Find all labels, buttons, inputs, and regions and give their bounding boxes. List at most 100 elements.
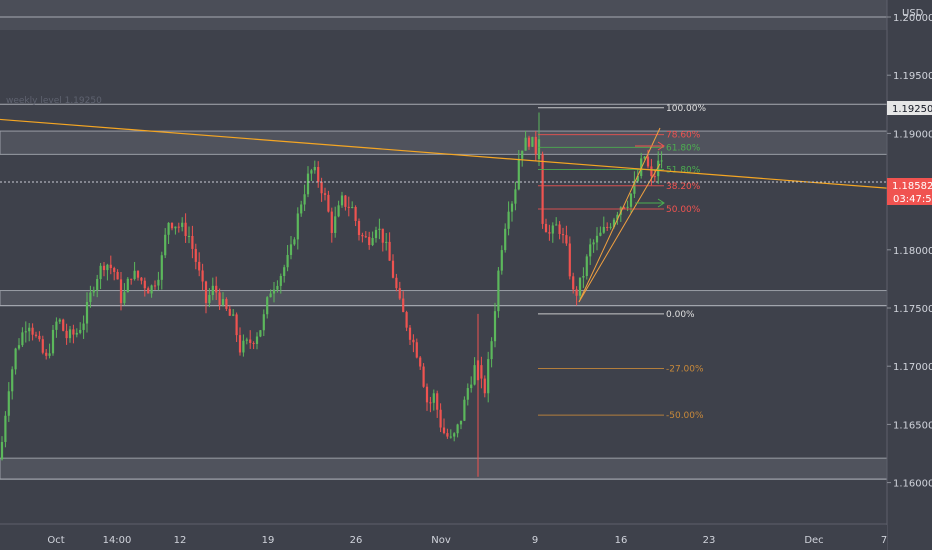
candle-body xyxy=(147,288,150,294)
candle-body xyxy=(432,393,435,403)
candle-body xyxy=(527,137,531,147)
candle-body xyxy=(599,232,602,236)
candle xyxy=(568,236,571,280)
candle xyxy=(453,432,456,442)
candle xyxy=(215,276,218,301)
fib-label-6: 0.00% xyxy=(666,310,695,320)
sr-zone-1[interactable] xyxy=(0,290,888,307)
candle xyxy=(351,201,354,209)
candle-body xyxy=(555,224,558,226)
candle xyxy=(340,191,344,208)
y-axis-panel[interactable] xyxy=(887,0,932,550)
candle-body xyxy=(41,339,44,353)
candle xyxy=(412,334,415,353)
candle xyxy=(592,239,595,253)
candle-body xyxy=(31,327,34,335)
candle xyxy=(354,205,357,227)
candle-body xyxy=(109,264,112,269)
candle-body xyxy=(653,176,656,178)
candle-body xyxy=(497,270,500,312)
candle xyxy=(153,280,157,290)
candle-body xyxy=(232,314,235,316)
candle-body xyxy=(480,365,483,379)
candle-body xyxy=(99,265,102,280)
zone-label: weekly level 1.19250 xyxy=(6,96,102,106)
candle xyxy=(266,296,269,319)
candle-body xyxy=(65,330,68,339)
candle-body xyxy=(262,314,265,331)
candle xyxy=(62,318,65,332)
candle-body xyxy=(252,342,255,344)
candle-body xyxy=(504,228,507,251)
candle xyxy=(385,233,388,251)
channel-lower-line[interactable] xyxy=(578,163,661,303)
candle-body xyxy=(548,232,551,234)
candle xyxy=(531,136,534,148)
candle-body xyxy=(133,270,136,280)
candle-body xyxy=(14,348,17,370)
candle xyxy=(402,291,405,313)
candle-body xyxy=(92,289,95,293)
y-tick-label: 1.19000 xyxy=(893,129,932,140)
candle xyxy=(28,323,31,342)
candle-body xyxy=(116,271,119,280)
candle xyxy=(415,338,418,359)
candle-body xyxy=(592,242,595,245)
candle xyxy=(398,281,401,301)
arrow-head-red-icon xyxy=(657,141,665,151)
fib-label-7: -27.00% xyxy=(666,365,704,375)
top-band xyxy=(0,0,887,30)
candle xyxy=(517,150,520,191)
candle xyxy=(286,245,289,272)
candle xyxy=(633,171,636,199)
candle xyxy=(606,222,609,232)
channel-upper-line[interactable] xyxy=(578,127,661,303)
candle xyxy=(582,267,585,288)
candle xyxy=(116,269,119,280)
zones-layer xyxy=(0,130,888,480)
candle xyxy=(157,271,160,291)
candle xyxy=(572,272,575,294)
candle-body xyxy=(344,195,347,207)
fib-label-2: 61.80% xyxy=(666,143,701,153)
candle-body xyxy=(293,239,296,245)
candle xyxy=(289,235,293,260)
candle xyxy=(463,396,466,422)
candle-body xyxy=(633,181,636,194)
candle xyxy=(106,263,109,281)
candle-body xyxy=(466,388,469,400)
price-tag-current-text: 1.18582 xyxy=(892,181,932,192)
candle xyxy=(514,181,517,211)
candle xyxy=(136,270,140,281)
x-tick-label: 26 xyxy=(350,535,363,546)
candle xyxy=(296,207,299,250)
candle xyxy=(323,187,327,201)
x-tick-label: 14:00 xyxy=(103,535,132,546)
spike-candle-0 xyxy=(476,313,480,477)
candle-body xyxy=(198,261,201,271)
candle-body xyxy=(289,244,293,255)
candle xyxy=(211,277,214,301)
candle-body xyxy=(364,236,367,238)
candle xyxy=(480,356,483,389)
candle xyxy=(334,206,337,238)
candle-body xyxy=(398,288,401,299)
x-axis-panel[interactable] xyxy=(0,525,887,550)
candle xyxy=(555,217,558,226)
sr-zone-2[interactable] xyxy=(0,457,888,480)
sr-zone-0[interactable] xyxy=(0,130,888,155)
candle-body xyxy=(650,166,653,177)
trendline[interactable] xyxy=(0,118,932,193)
candle-body xyxy=(483,378,486,394)
candle xyxy=(310,168,313,182)
candle-body xyxy=(313,166,316,171)
candle-body xyxy=(412,339,415,343)
candle-body xyxy=(561,234,565,236)
candle xyxy=(456,423,459,438)
candle-body xyxy=(11,369,14,392)
candle-body xyxy=(4,415,7,442)
candle xyxy=(378,218,381,240)
candle xyxy=(167,222,170,245)
candle-body xyxy=(357,220,361,236)
